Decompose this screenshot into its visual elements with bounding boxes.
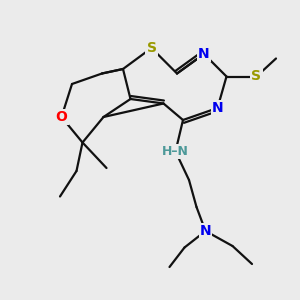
Text: S: S — [146, 41, 157, 55]
Text: H–N: H–N — [162, 145, 189, 158]
Text: N: N — [212, 101, 223, 115]
Text: O: O — [56, 110, 68, 124]
Text: N: N — [200, 224, 211, 238]
Text: S: S — [251, 70, 262, 83]
Text: N: N — [198, 47, 210, 61]
